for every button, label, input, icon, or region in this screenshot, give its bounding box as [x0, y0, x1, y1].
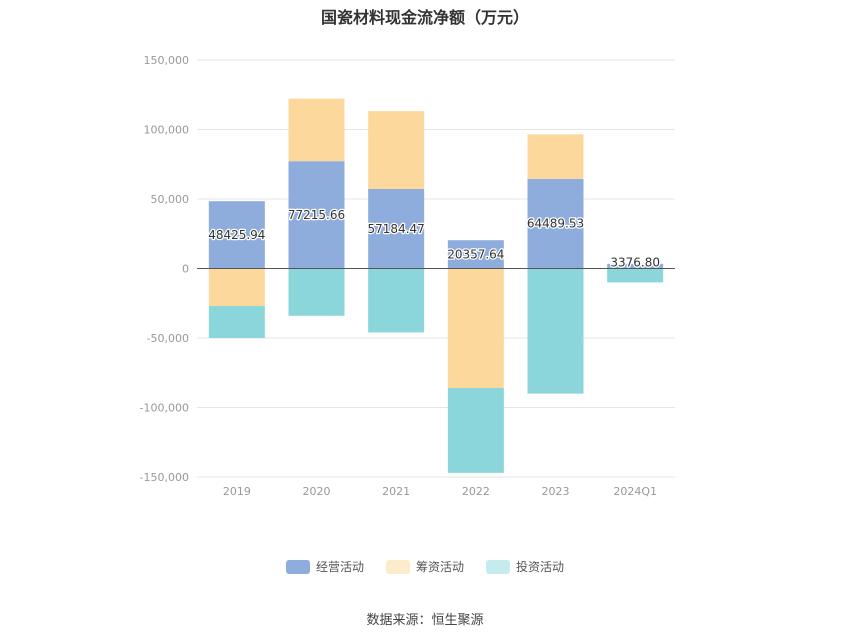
data-label: 57184.47	[368, 222, 425, 236]
bar-0-2020[interactable]	[288, 161, 345, 269]
y-tick-label: -100,000	[140, 402, 189, 415]
x-tick-label: 2021	[382, 485, 410, 498]
bars	[208, 98, 664, 473]
data-label: 77215.66	[288, 208, 345, 222]
bar-2-2024Q1[interactable]	[607, 268, 664, 283]
bar-0-2023[interactable]	[527, 178, 584, 269]
x-tick-label: 2024Q1	[613, 485, 657, 498]
bar-0-2024Q1[interactable]	[607, 263, 664, 269]
x-tick-label: 2022	[462, 485, 490, 498]
y-axis-tick-labels: 150,000 100,000 50,000 0 -50,000 -100,000 -150…	[140, 54, 189, 484]
bar-1-2019[interactable]	[208, 268, 265, 307]
legend-item-financing[interactable]: 筹资活动	[385, 558, 464, 575]
legend-label-investing: 投资活动	[516, 560, 565, 574]
x-tick-label: 2019	[223, 485, 251, 498]
data-label: 48425.94	[208, 228, 265, 242]
chart-title: 国瓷材料现金流净额（万元）	[320, 8, 529, 27]
x-axis-tick-labels: 2019 2020 2021 2022 2023 2024Q1	[223, 485, 657, 498]
legend-label-operating: 经营活动	[315, 560, 364, 574]
data-labels: 48425.94 77215.66 57184.47 20357.64 64489.53…	[207, 207, 661, 271]
legend-swatch-financing	[385, 559, 410, 574]
bar-0-2022[interactable]	[447, 240, 504, 269]
bar-0-2019[interactable]	[208, 201, 265, 269]
bar-2-2020[interactable]	[288, 268, 345, 316]
bar-2-2021[interactable]	[368, 268, 425, 333]
legend-swatch-investing	[486, 559, 510, 574]
bar-2-2022[interactable]	[447, 388, 504, 473]
y-tick-label: -50,000	[147, 332, 189, 345]
y-tick-label: 0	[182, 263, 189, 276]
bar-1-2023[interactable]	[527, 134, 584, 179]
legend-label-financing: 筹资活动	[415, 560, 464, 574]
bar-0-2021[interactable]	[368, 189, 425, 269]
bar-2-2019[interactable]	[208, 306, 265, 338]
x-tick-label: 2023	[542, 485, 570, 498]
bar-2-2023[interactable]	[527, 268, 584, 394]
data-source: 数据来源：恒生聚源	[366, 613, 484, 628]
data-label: 64489.53	[527, 217, 584, 231]
bar-1-2021[interactable]	[368, 111, 425, 190]
data-label: 20357.64	[447, 247, 504, 261]
bar-1-2022[interactable]	[447, 268, 504, 389]
y-tick-label: 50,000	[151, 193, 190, 206]
y-tick-label: 100,000	[144, 124, 190, 137]
x-tick-label: 2020	[303, 485, 331, 498]
legend-swatch-operating	[285, 559, 310, 574]
data-label: 3376.80	[610, 256, 660, 270]
y-tick-label: 150,000	[144, 54, 190, 67]
legend-item-operating[interactable]: 经营活动	[285, 558, 364, 575]
y-tick-label: -150,000	[140, 471, 189, 484]
bar-1-2020[interactable]	[288, 98, 345, 162]
legend: 经营活动 筹资活动 投资活动	[0, 558, 850, 575]
legend-item-investing[interactable]: 投资活动	[486, 558, 564, 575]
